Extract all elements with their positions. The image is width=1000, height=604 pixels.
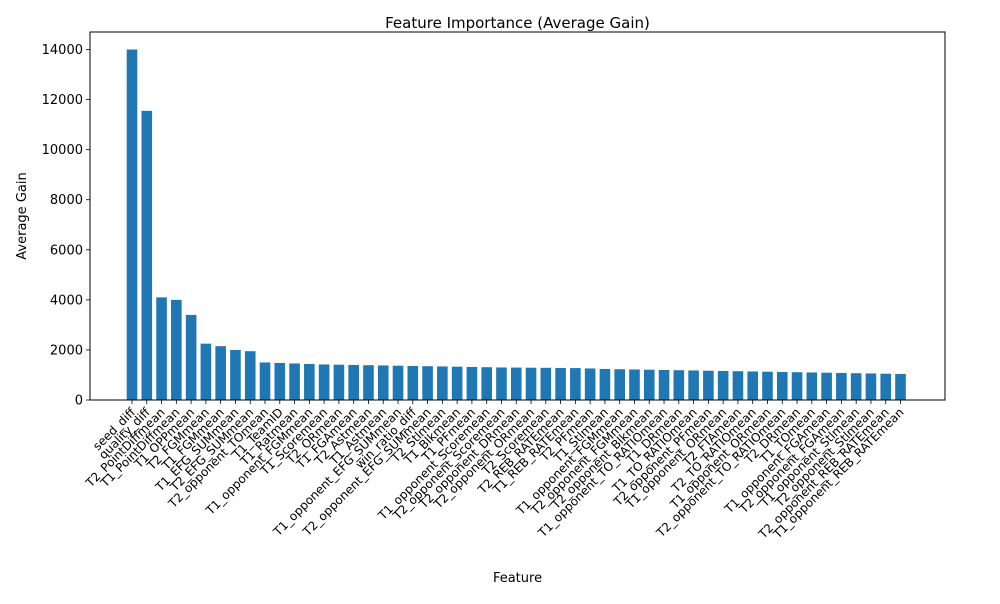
bar: [717, 370, 729, 400]
bar: [703, 370, 714, 400]
bar: [880, 373, 892, 400]
y-tick-label: 12000: [42, 93, 83, 108]
bar: [289, 363, 300, 400]
bar: [318, 364, 330, 400]
bar: [466, 366, 478, 400]
x-axis-ticks: seed_diffquality_diffT2_PointDiffmeanT1_…: [82, 400, 907, 542]
bar: [836, 372, 847, 400]
bar: [895, 373, 906, 400]
bar: [732, 371, 744, 400]
y-axis-label: Average Gain: [15, 172, 30, 259]
bar: [377, 365, 389, 400]
y-axis-ticks: 0 2000 4000 6000 8000 10000 12000 14000: [42, 43, 90, 409]
bar: [614, 369, 625, 400]
bar: [821, 372, 832, 400]
bar: [422, 366, 433, 400]
bar: [643, 369, 655, 400]
plot-frame: [89, 31, 946, 401]
bar: [850, 373, 862, 400]
bar: [333, 364, 345, 400]
bar: [570, 368, 581, 400]
bar: [540, 367, 552, 400]
bar: [437, 366, 448, 400]
bar: [747, 371, 759, 400]
bar: [629, 369, 640, 400]
bar: [259, 362, 271, 400]
bar: [688, 370, 699, 400]
bar: [304, 363, 315, 400]
bar: [230, 349, 241, 400]
bar: [392, 365, 404, 400]
y-tick-label: 6000: [50, 243, 83, 258]
bar: [141, 110, 153, 401]
x-axis-label: Feature: [493, 571, 542, 586]
y-tick-label: 8000: [50, 193, 83, 208]
bar: [451, 366, 463, 400]
bar: [525, 367, 537, 400]
y-tick-label: 4000: [50, 293, 83, 308]
bar: [274, 362, 286, 400]
bar: [584, 368, 596, 400]
bar: [776, 371, 788, 400]
bar: [363, 365, 374, 400]
bar: [673, 370, 685, 400]
bar: [496, 367, 507, 400]
y-tick-label: 2000: [50, 343, 83, 358]
y-tick-label: 14000: [42, 43, 83, 58]
bars-layer: [126, 49, 906, 401]
bar: [126, 49, 138, 401]
bar: [510, 367, 522, 400]
bar: [658, 369, 670, 400]
y-tick-label: 0: [75, 394, 83, 409]
bar: [185, 314, 197, 400]
chart-title: Feature Importance (Average Gain): [385, 14, 650, 32]
y-tick-label: 10000: [42, 143, 83, 158]
bar: [865, 373, 877, 400]
bar: [599, 368, 611, 400]
bar: [200, 343, 212, 400]
bar: [156, 297, 167, 400]
bar: [348, 364, 359, 400]
bar: [171, 299, 182, 400]
bar: [244, 351, 256, 400]
bar: [762, 371, 773, 400]
bar: [806, 372, 818, 400]
bar: [555, 367, 566, 400]
bar: [215, 346, 226, 400]
bar: [481, 367, 492, 400]
bar: [791, 372, 803, 400]
bar: [407, 365, 419, 400]
